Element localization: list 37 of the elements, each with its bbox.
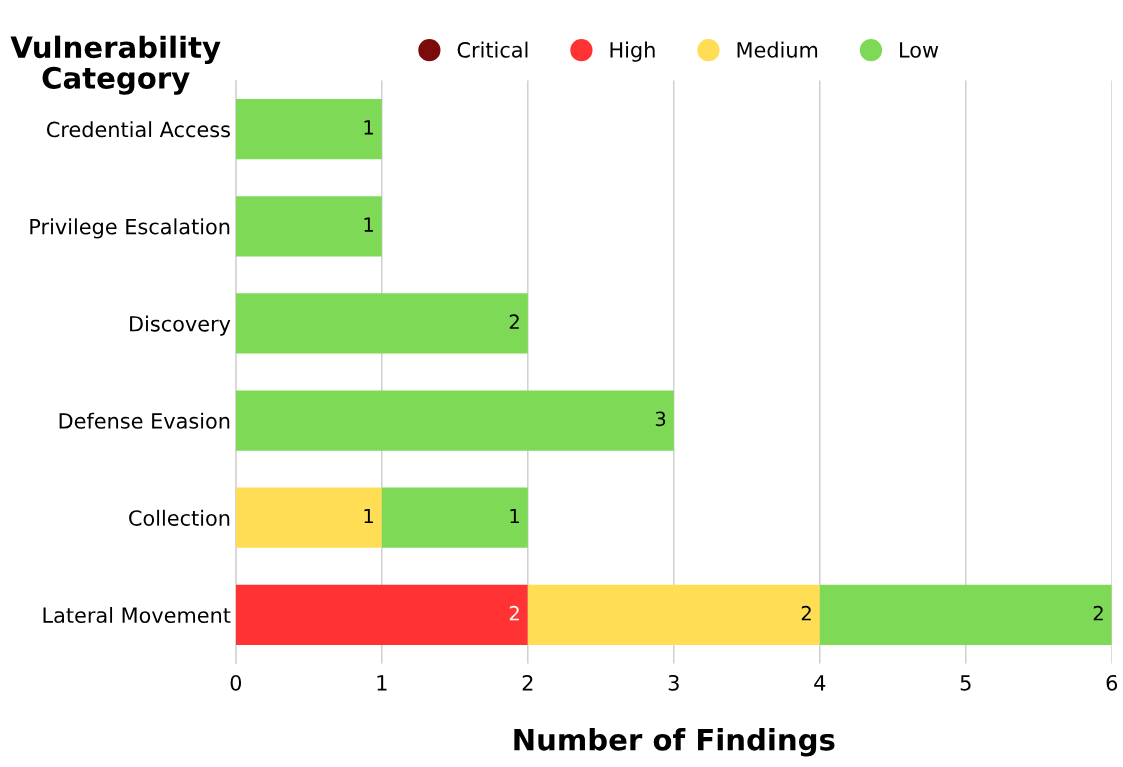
data-label: 2 [801,605,811,621]
y-axis-title: Vulnerability Category [10,35,221,95]
data-label: 1 [364,120,373,135]
bar [819,584,1112,645]
bar [235,390,674,451]
bar [381,487,528,548]
legend-label: Critical [457,41,528,58]
bar [527,584,820,645]
y-tick-label: Credential Access [46,121,230,138]
y-tick-label: Discovery [130,315,231,336]
data-label: 2 [509,605,519,621]
y-tick-label: Privilege Escalation [30,218,230,239]
legend-label: Low [900,42,939,58]
x-tick-label: 2 [522,674,533,691]
x-tick-label: 1 [377,675,387,691]
x-axis-title: Number of Findings [514,728,835,757]
legend-label: High [610,41,655,62]
data-label: 1 [510,508,519,524]
bar [235,487,382,548]
legend-label: Medium [737,41,818,58]
x-tick-label: 4 [814,675,826,691]
y-tick-label: Collection [129,509,230,526]
data-label: 3 [655,411,666,427]
bar [235,98,382,160]
y-tick-label: Lateral Movement [43,606,231,624]
bar [235,584,528,645]
data-label: 2 [1093,605,1103,621]
x-tick-label: 6 [1106,674,1118,691]
data-label: 1 [364,217,373,232]
x-tick-label: 5 [960,675,971,691]
bar [235,196,382,257]
bar [235,293,528,354]
x-tick-label: 0 [230,674,242,691]
x-tick-label: 3 [668,674,679,691]
data-label: 1 [364,508,373,524]
data-label: 2 [509,314,519,329]
y-tick-label: Defense Evasion [59,412,230,429]
